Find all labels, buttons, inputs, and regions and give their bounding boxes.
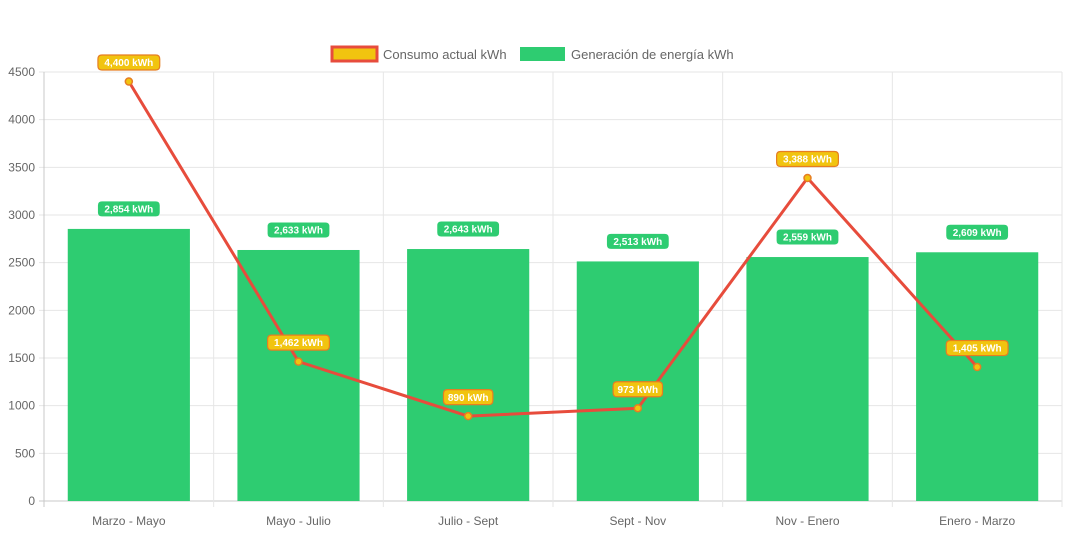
point-consumo[interactable] — [803, 173, 812, 183]
data-label-generacion: 2,643 kWh — [444, 225, 493, 236]
bar-generacion[interactable] — [407, 249, 530, 501]
x-tick-label: Mayo - Julio — [266, 514, 331, 528]
consumption-line — [124, 77, 982, 421]
x-tick-label: Nov - Enero — [775, 514, 839, 528]
y-tick-label: 2500 — [8, 256, 35, 270]
data-label-consumo: 4,400 kWh — [104, 58, 153, 69]
y-tick-label: 3000 — [8, 208, 35, 222]
point-consumo[interactable] — [633, 403, 643, 413]
y-tick-label: 1500 — [8, 351, 35, 365]
data-label-consumo: 973 kWh — [618, 385, 659, 396]
point-consumo[interactable] — [294, 357, 303, 366]
data-label-generacion: 2,559 kWh — [783, 233, 832, 244]
data-label-consumo-box — [97, 54, 161, 71]
x-axis-ticks: Marzo - Mayo Mayo - Julio Julio - Sept Sept… — [92, 514, 1015, 528]
bar-generacion[interactable] — [746, 257, 869, 501]
data-label-generacion-box — [776, 229, 839, 245]
y-axis-ticks: 0 500 1000 1500 2000 2500 3000 3500 4000 4500 — [8, 65, 35, 508]
data-label-generacion: 2,513 kWh — [613, 237, 662, 248]
legend-label-consumo[interactable]: Consumo actual kWh — [383, 47, 507, 62]
y-tick-label: 4500 — [8, 65, 35, 79]
y-tick-label: 3500 — [8, 160, 35, 174]
bar-generacion[interactable] — [916, 252, 1039, 501]
y-tick-label: 4000 — [8, 113, 35, 127]
legend: Consumo actual kWh Generación de energía… — [330, 45, 734, 63]
line-consumo — [127, 80, 979, 418]
x-tick-label: Sept - Nov — [609, 514, 666, 528]
legend-swatch-generacion[interactable] — [520, 47, 565, 61]
y-tick-label: 0 — [28, 494, 35, 508]
bar-generacion[interactable] — [67, 228, 190, 501]
data-label-generacion: 2,854 kWh — [104, 205, 153, 216]
legend-swatch-consumo[interactable] — [330, 45, 379, 63]
data-label-consumo-box — [945, 339, 1009, 357]
data-label-consumo: 1,462 kWh — [274, 338, 323, 349]
data-label-consumo: 1,405 kWh — [953, 344, 1002, 355]
point-consumo[interactable] — [972, 362, 982, 372]
data-label-generacion-box — [606, 233, 669, 249]
point-consumo[interactable] — [463, 411, 473, 421]
data-labels: 2,854 kWh 2,633 kWh 2,643 kWh 2,513 kWh 2,55… — [97, 54, 1009, 406]
data-label-generacion-box — [437, 221, 500, 237]
data-label-consumo-box — [442, 389, 494, 406]
y-tick-label: 1000 — [8, 399, 35, 413]
x-tick-label: Marzo - Mayo — [92, 514, 166, 528]
data-label-generacion-box — [946, 224, 1009, 240]
grid — [39, 71, 1063, 507]
y-tick-label: 2000 — [8, 303, 35, 317]
bars — [67, 228, 1039, 501]
data-label-consumo-box — [267, 334, 330, 351]
data-label-consumo-box — [612, 381, 664, 398]
x-tick-label: Enero - Marzo — [939, 514, 1015, 528]
data-label-consumo-box — [776, 150, 839, 168]
data-label-generacion: 2,633 kWh — [274, 226, 323, 237]
point-consumo[interactable] — [124, 77, 134, 86]
data-label-consumo: 3,388 kWh — [783, 155, 832, 166]
data-label-generacion: 2,609 kWh — [953, 228, 1002, 239]
data-label-generacion-box — [97, 201, 160, 217]
data-label-generacion-box — [267, 222, 330, 238]
x-tick-label: Julio - Sept — [438, 514, 499, 528]
legend-label-generacion[interactable]: Generación de energía kWh — [571, 47, 734, 62]
y-tick-label: 500 — [15, 446, 35, 460]
data-label-consumo: 890 kWh — [448, 393, 489, 404]
